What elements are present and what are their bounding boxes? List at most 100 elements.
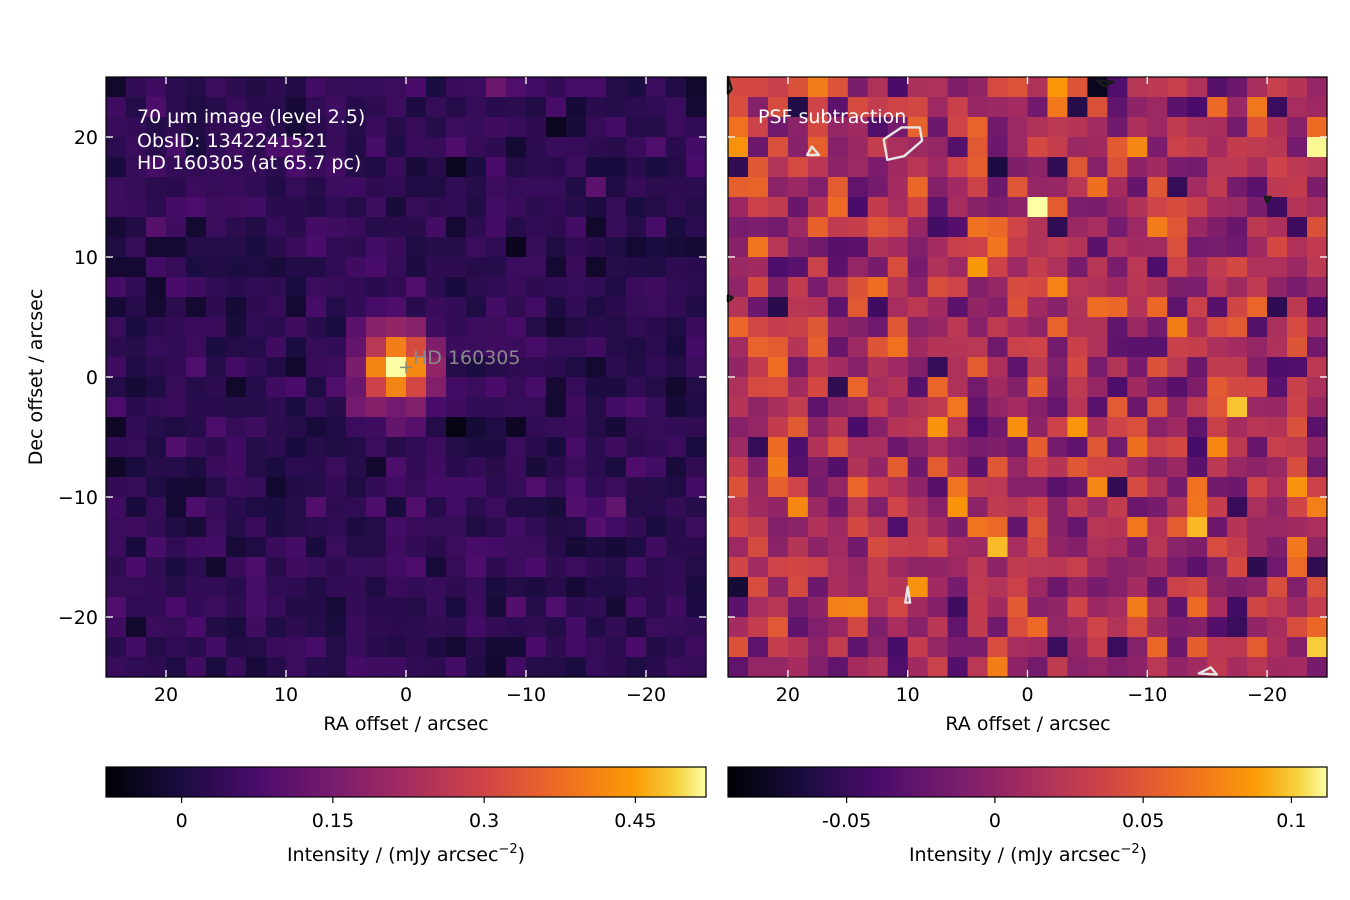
heatmap-cell xyxy=(1227,297,1248,318)
heatmap-cell xyxy=(1147,117,1168,138)
heatmap-cell xyxy=(1127,377,1148,398)
heatmap-cell xyxy=(1287,317,1308,338)
heatmap-cell xyxy=(1307,237,1328,258)
heatmap-cell xyxy=(326,377,347,398)
heatmap-cell xyxy=(526,637,547,658)
heatmap-cell xyxy=(246,377,267,398)
heatmap-cell xyxy=(1007,497,1029,518)
heatmap-cell xyxy=(466,617,487,638)
heatmap-cell xyxy=(226,557,247,578)
heatmap-cell xyxy=(767,257,789,278)
heatmap-cell xyxy=(486,617,507,638)
heatmap-cell xyxy=(1287,257,1308,278)
heatmap-cell xyxy=(1147,397,1168,418)
colorbar-tick-label: 0.1 xyxy=(1276,810,1306,832)
heatmap-cell xyxy=(827,457,849,478)
heatmap-cell xyxy=(606,517,627,538)
heatmap-cell xyxy=(506,337,527,358)
heatmap-cell xyxy=(666,257,687,278)
heatmap-cell xyxy=(166,317,187,338)
heatmap-cell xyxy=(346,497,367,518)
heatmap-cell xyxy=(787,377,809,398)
heatmap-cell xyxy=(546,97,567,118)
heatmap-cell xyxy=(1007,397,1029,418)
heatmap-cell xyxy=(887,397,909,418)
heatmap-cell xyxy=(126,77,147,98)
heatmap-cell xyxy=(947,397,969,418)
heatmap-cell xyxy=(1087,137,1108,158)
heatmap-cell xyxy=(1287,497,1308,518)
heatmap-cell xyxy=(566,517,587,538)
heatmap-cell xyxy=(146,177,167,198)
heatmap-cell xyxy=(907,537,929,558)
heatmap-cell xyxy=(426,217,447,238)
left-xlabel: RA offset / arcsec xyxy=(323,713,488,735)
heatmap-cell xyxy=(106,577,127,598)
heatmap-cell xyxy=(947,237,969,258)
x-tick-label: 10 xyxy=(274,684,298,706)
heatmap-cell xyxy=(146,237,167,258)
heatmap-cell xyxy=(426,97,447,118)
heatmap-cell xyxy=(226,277,247,298)
heatmap-cell xyxy=(346,337,367,358)
heatmap-cell xyxy=(686,417,707,438)
heatmap-cell xyxy=(566,637,587,658)
heatmap-cell xyxy=(346,377,367,398)
heatmap-cell xyxy=(887,237,909,258)
heatmap-cell xyxy=(686,537,707,558)
heatmap-cell xyxy=(366,557,387,578)
heatmap-cell xyxy=(1047,437,1069,458)
heatmap-cell xyxy=(146,117,167,138)
heatmap-cell xyxy=(626,297,647,318)
heatmap-cell xyxy=(867,217,889,238)
heatmap-cell xyxy=(927,217,949,238)
heatmap-cell xyxy=(747,637,769,658)
heatmap-cell xyxy=(626,557,647,578)
heatmap-cell xyxy=(346,397,367,418)
heatmap-cell xyxy=(867,517,889,538)
heatmap-cell xyxy=(907,657,929,678)
heatmap-cell xyxy=(747,197,769,218)
heatmap-cell xyxy=(206,397,227,418)
heatmap-cell xyxy=(386,397,407,418)
heatmap-cell xyxy=(1267,157,1288,178)
heatmap-cell xyxy=(346,277,367,298)
heatmap-cell xyxy=(326,537,347,558)
heatmap-cell xyxy=(1047,517,1069,538)
heatmap-cell xyxy=(1107,577,1128,598)
heatmap-cell xyxy=(947,557,969,578)
heatmap-cell xyxy=(1047,197,1069,218)
heatmap-cell xyxy=(166,377,187,398)
heatmap-cell xyxy=(1067,97,1088,118)
heatmap-cell xyxy=(266,317,287,338)
heatmap-cell xyxy=(446,557,467,578)
heatmap-cell xyxy=(947,497,969,518)
heatmap-cell xyxy=(1207,317,1228,338)
heatmap-cell xyxy=(146,217,167,238)
heatmap-cell xyxy=(126,437,147,458)
heatmap-cell xyxy=(1167,657,1188,678)
heatmap-cell xyxy=(686,577,707,598)
heatmap-cell xyxy=(1247,177,1268,198)
heatmap-cell xyxy=(286,577,307,598)
heatmap-cell xyxy=(987,217,1009,238)
heatmap-cell xyxy=(1107,397,1128,418)
heatmap-cell xyxy=(586,117,607,138)
heatmap-cell xyxy=(126,217,147,238)
heatmap-cell xyxy=(226,257,247,278)
heatmap-cell xyxy=(346,217,367,238)
right-contours xyxy=(726,75,1272,676)
heatmap-cell xyxy=(326,497,347,518)
heatmap-cell xyxy=(807,137,829,158)
heatmap-cell xyxy=(1147,217,1168,238)
heatmap-cell xyxy=(366,657,387,678)
heatmap-cell xyxy=(1067,477,1088,498)
heatmap-cell xyxy=(646,497,667,518)
heatmap-cell xyxy=(146,397,167,418)
heatmap-cell xyxy=(406,557,427,578)
heatmap-cell xyxy=(506,537,527,558)
heatmap-cell xyxy=(1167,397,1188,418)
heatmap-cell xyxy=(426,257,447,278)
heatmap-cell xyxy=(326,477,347,498)
heatmap-cell xyxy=(827,577,849,598)
